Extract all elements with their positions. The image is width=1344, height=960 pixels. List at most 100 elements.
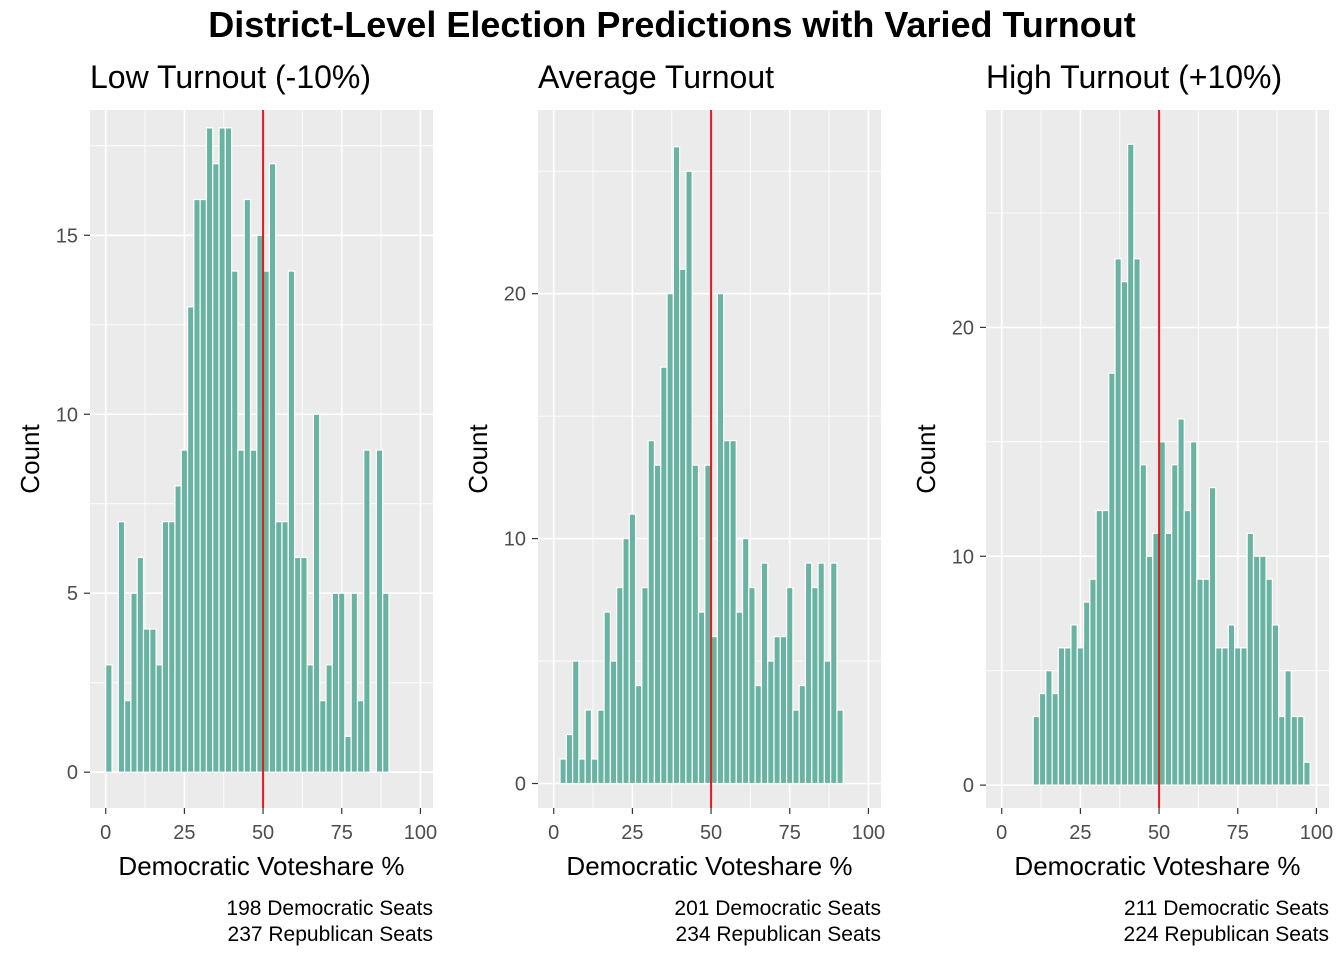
histogram-bar: [168, 521, 176, 773]
histogram-bar: [1108, 372, 1116, 786]
x-tick-label: 50: [700, 822, 722, 844]
histogram-bar: [1101, 509, 1110, 786]
histogram-bar: [1076, 647, 1085, 786]
histogram-bar: [356, 700, 365, 773]
x-tick-label: 100: [852, 822, 885, 844]
x-tick-label: 0: [100, 822, 111, 844]
histogram-bar: [672, 146, 681, 785]
histogram-bar: [1095, 509, 1104, 786]
histogram-bar: [1164, 532, 1173, 786]
histogram-bar: [124, 700, 132, 773]
panel-average-turnout: 0 25 50 75 100 0 10 20 Average Turnout Democratic…: [463, 59, 885, 946]
histogram-bar: [754, 684, 763, 785]
y-tick-label: 20: [504, 284, 526, 306]
histogram-bar: [1278, 715, 1286, 786]
histogram-bar: [716, 293, 725, 785]
histogram-bar: [331, 592, 340, 773]
histogram-bar: [268, 163, 277, 773]
histogram-bar: [231, 270, 239, 773]
histogram-bar: [660, 366, 668, 785]
histogram-bar: [325, 664, 333, 773]
histogram-bar: [1265, 578, 1273, 786]
y-axis-label: Count: [463, 424, 493, 494]
histogram-bar: [1183, 509, 1192, 786]
x-tick-label: 50: [1148, 822, 1170, 844]
histogram-bar: [130, 592, 138, 773]
seat-caption: 224 Republican Seats: [1124, 923, 1329, 946]
histogram-bar: [1045, 670, 1053, 786]
y-tick-label: 0: [67, 762, 78, 784]
histogram-bar: [149, 628, 157, 773]
histogram-bar: [375, 449, 384, 773]
histogram-bar: [798, 684, 807, 785]
histogram-bar: [224, 127, 233, 773]
x-axis-label: Democratic Voteshare %: [118, 851, 404, 881]
histogram-bar: [628, 513, 637, 785]
histogram-bar: [830, 562, 838, 785]
histogram-bar: [565, 733, 574, 785]
histogram-bar: [186, 306, 195, 773]
histogram-bar: [1227, 624, 1236, 786]
panel-title: Low Turnout (-10%): [90, 59, 371, 95]
x-tick-label: 75: [1227, 822, 1249, 844]
histogram-bar: [174, 485, 182, 773]
histogram-bar: [1089, 578, 1097, 786]
histogram-bar: [1196, 578, 1204, 786]
histogram-bar: [1032, 715, 1041, 786]
histogram-bar: [760, 562, 769, 785]
histogram-bar: [1120, 281, 1129, 786]
histogram-bar: [792, 709, 800, 785]
x-tick-label: 0: [548, 822, 559, 844]
histogram-bar: [729, 440, 737, 785]
x-tick-label: 100: [1300, 822, 1333, 844]
y-tick-label: 5: [67, 583, 78, 605]
histogram-bar: [1082, 601, 1091, 786]
x-tick-label: 75: [331, 822, 353, 844]
histogram-bar: [1051, 692, 1059, 786]
histogram-bar: [597, 709, 605, 785]
histogram-bar: [1038, 692, 1047, 786]
histogram-bar: [1145, 555, 1154, 786]
histogram-bar: [767, 660, 775, 785]
x-axis-label: Democratic Voteshare %: [566, 851, 852, 881]
histogram-bar: [1246, 532, 1255, 786]
histogram-bar: [590, 758, 599, 785]
histogram-bar: [363, 449, 371, 773]
histogram-bar: [1064, 647, 1072, 786]
histogram-bar: [337, 592, 346, 773]
seat-caption: 211 Democratic Seats: [1124, 897, 1329, 920]
seat-caption: 237 Republican Seats: [228, 923, 433, 946]
histogram-bar: [1139, 464, 1148, 786]
y-tick-label: 15: [56, 225, 78, 247]
histogram-bar: [1252, 555, 1261, 786]
x-tick-label: 25: [1069, 822, 1091, 844]
x-axis-label: Democratic Voteshare %: [1014, 851, 1300, 881]
histogram-bar: [804, 562, 813, 785]
x-tick-label: 75: [779, 822, 801, 844]
histogram-bar: [1171, 464, 1179, 786]
histogram-bar: [350, 592, 359, 773]
y-axis-label: Count: [911, 424, 941, 494]
histogram-bar: [836, 709, 844, 785]
histogram-bar: [212, 163, 220, 773]
histogram-bar: [609, 660, 618, 785]
y-tick-label: 0: [515, 774, 526, 796]
histogram-bar: [136, 556, 145, 773]
histogram-bar: [603, 611, 611, 785]
histogram-bar: [275, 521, 283, 773]
histogram-bar: [205, 127, 214, 773]
histogram-bar: [1233, 647, 1242, 786]
histogram-bar: [105, 664, 113, 773]
histogram-bar: [1070, 624, 1078, 786]
histogram-bar: [312, 413, 321, 773]
histogram-bar: [1189, 441, 1198, 786]
histogram-bar: [117, 521, 126, 773]
histogram-bar: [1221, 647, 1229, 786]
histogram-bar: [773, 635, 781, 785]
panel-title: High Turnout (+10%): [986, 59, 1282, 95]
histogram-bar: [622, 537, 630, 785]
histogram-bar: [382, 592, 390, 773]
histogram-bar: [1215, 647, 1223, 786]
histogram-bar: [287, 270, 296, 773]
